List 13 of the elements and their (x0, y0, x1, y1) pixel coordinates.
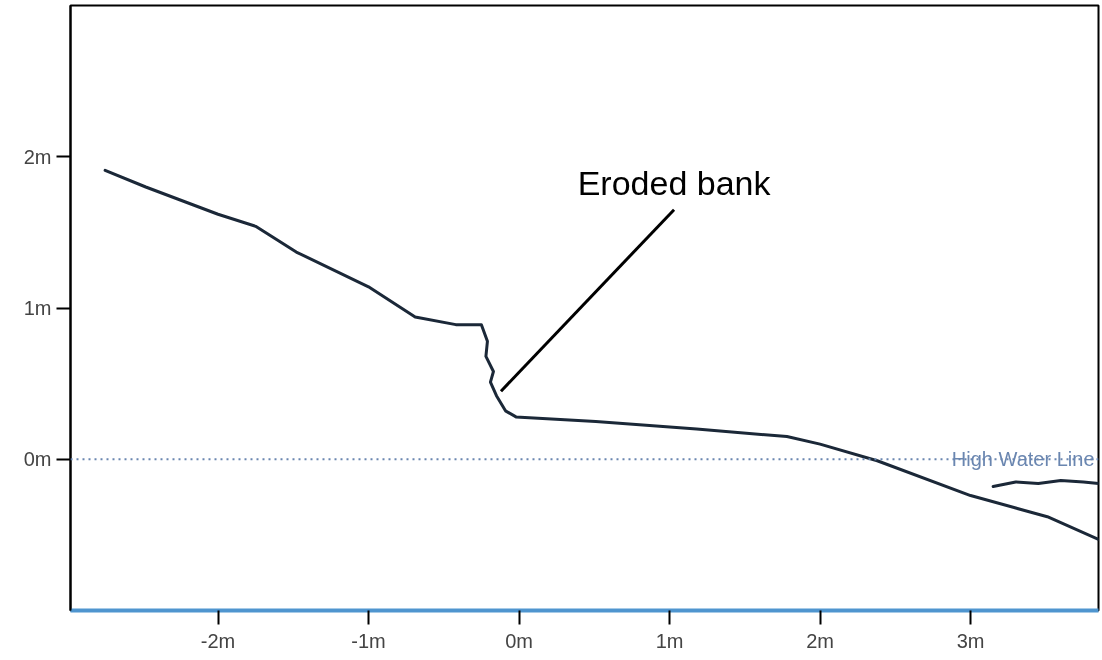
line-series (991, 478, 1099, 488)
y-tick-label: 2m (23, 145, 52, 168)
ref-line-label: High Water Line (951, 448, 1095, 471)
x-tick-label: -2m (200, 629, 236, 652)
x-tick-label: 3m (956, 629, 985, 652)
x-tick-label: -1m (351, 629, 386, 652)
annotation: Eroded bank (577, 163, 772, 202)
x-tick-label: 1m (655, 629, 684, 652)
y-tick-label: 0m (23, 448, 52, 471)
y-tick-label: 1m (23, 297, 52, 319)
x-tick-label: 2m (806, 629, 834, 652)
line-series (103, 168, 1099, 541)
x-tick-label: 0m (505, 629, 533, 652)
